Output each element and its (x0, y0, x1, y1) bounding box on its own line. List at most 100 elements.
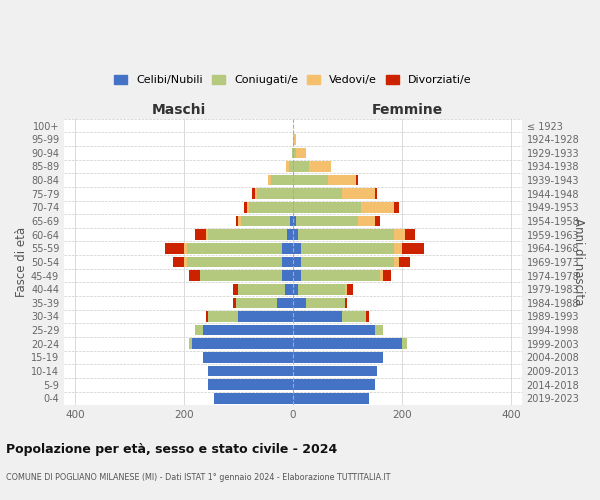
Bar (293, 148, 296, 158)
Bar (190, 338, 192, 349)
Bar (195, 325, 203, 336)
Bar (394, 243, 402, 254)
Bar (195, 230, 206, 240)
Bar (347, 284, 353, 294)
Text: Popolazione per età, sesso e stato civile - 2024: Popolazione per età, sesso e stato civil… (6, 442, 337, 456)
Bar (293, 134, 296, 144)
Bar (257, 188, 293, 199)
Bar (293, 202, 361, 212)
Bar (187, 243, 282, 254)
Bar (236, 298, 277, 308)
Bar (233, 298, 236, 308)
Bar (293, 161, 309, 172)
Bar (374, 188, 377, 199)
Bar (252, 188, 255, 199)
Bar (342, 311, 367, 322)
Bar (293, 230, 298, 240)
Bar (293, 352, 383, 362)
Bar (208, 366, 293, 376)
Text: COMUNE DI POGLIANO MILANESE (MI) - Dati ISTAT 1° gennaio 2024 - Elaborazione TUT: COMUNE DI POGLIANO MILANESE (MI) - Dati … (6, 472, 391, 482)
Bar (268, 175, 271, 186)
Bar (293, 311, 342, 322)
Bar (184, 243, 187, 254)
Bar (344, 298, 347, 308)
Bar (247, 202, 249, 212)
Bar (298, 230, 394, 240)
Bar (358, 216, 374, 226)
Bar (293, 393, 369, 404)
Bar (293, 338, 402, 349)
Bar (293, 256, 301, 268)
Bar (203, 325, 293, 336)
Bar (290, 216, 293, 226)
Bar (328, 175, 356, 186)
Bar (236, 216, 238, 226)
Bar (394, 230, 404, 240)
Text: Femmine: Femmine (371, 102, 443, 117)
Bar (293, 216, 296, 226)
Bar (233, 284, 238, 294)
Bar (203, 352, 293, 362)
Bar (292, 148, 293, 158)
Bar (374, 216, 380, 226)
Bar (293, 366, 377, 376)
Bar (241, 216, 290, 226)
Bar (173, 256, 184, 268)
Bar (200, 270, 282, 281)
Bar (184, 256, 187, 268)
Bar (284, 284, 293, 294)
Y-axis label: Fasce di età: Fasce di età (15, 227, 28, 297)
Bar (293, 175, 328, 186)
Bar (238, 311, 293, 322)
Bar (192, 338, 293, 349)
Text: Maschi: Maschi (151, 102, 206, 117)
Bar (214, 393, 293, 404)
Bar (301, 256, 394, 268)
Bar (402, 338, 407, 349)
Bar (296, 216, 358, 226)
Bar (344, 284, 347, 294)
Bar (361, 202, 394, 212)
Bar (255, 188, 257, 199)
Bar (277, 298, 293, 308)
Bar (165, 243, 184, 254)
Bar (394, 202, 399, 212)
Bar (383, 270, 391, 281)
Bar (271, 175, 293, 186)
Bar (293, 325, 374, 336)
Bar (293, 270, 301, 281)
Bar (206, 311, 208, 322)
Bar (282, 256, 293, 268)
Bar (367, 311, 369, 322)
Bar (399, 256, 410, 268)
Bar (238, 284, 284, 294)
Bar (287, 230, 293, 240)
Bar (238, 216, 241, 226)
Bar (402, 243, 424, 254)
Bar (356, 175, 358, 186)
Bar (293, 284, 298, 294)
Bar (298, 284, 344, 294)
Bar (394, 256, 399, 268)
Bar (301, 270, 380, 281)
Bar (190, 270, 200, 281)
Bar (208, 230, 287, 240)
Bar (187, 256, 282, 268)
Bar (208, 380, 293, 390)
Bar (282, 270, 293, 281)
Bar (296, 148, 307, 158)
Bar (342, 188, 374, 199)
Bar (307, 298, 344, 308)
Bar (374, 325, 383, 336)
Bar (380, 270, 383, 281)
Bar (286, 161, 289, 172)
Bar (249, 202, 293, 212)
Bar (289, 161, 293, 172)
Bar (404, 230, 415, 240)
Bar (293, 298, 307, 308)
Legend: Celibi/Nubili, Coniugati/e, Vedovi/e, Divorziati/e: Celibi/Nubili, Coniugati/e, Vedovi/e, Di… (112, 72, 474, 88)
Bar (244, 202, 247, 212)
Bar (208, 311, 238, 322)
Bar (293, 243, 301, 254)
Bar (293, 188, 342, 199)
